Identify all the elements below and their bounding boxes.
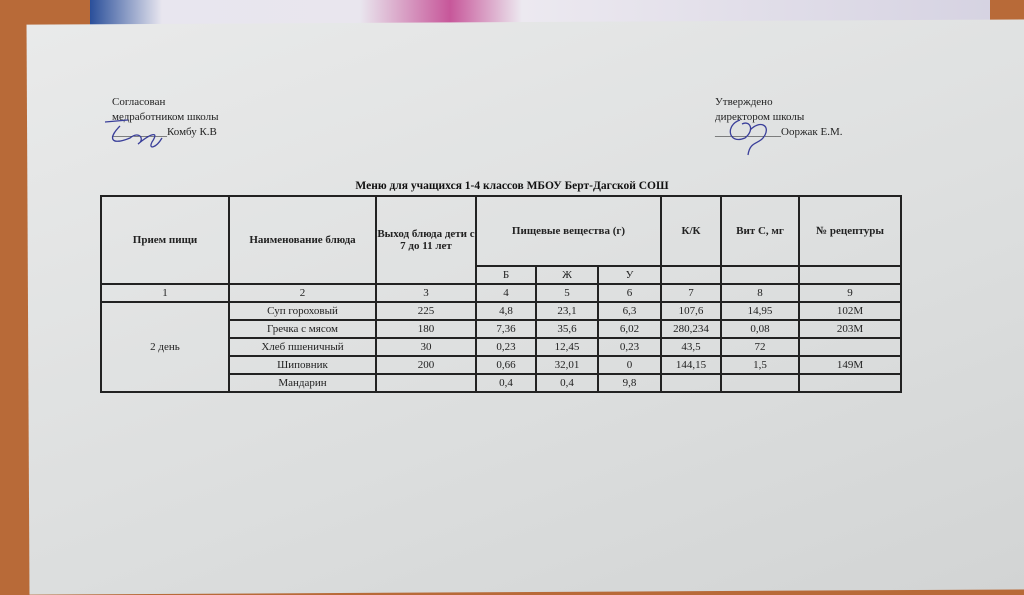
header-meal: Прием пищи <box>100 195 230 285</box>
table-cell: 35,6 <box>535 319 599 339</box>
table-cell: 203М <box>798 319 902 339</box>
table-cell: 6,3 <box>597 301 662 321</box>
col-num: 4 <box>475 283 537 303</box>
approval-left-role: медработником школы <box>112 111 219 123</box>
table-row: Мандарин 0,4 0,4 9,8 <box>101 373 902 393</box>
col-num: 7 <box>660 283 722 303</box>
table-cell: 180 <box>375 319 477 339</box>
empty-cell <box>660 265 722 285</box>
approval-left: Согласован медработником школы _________… <box>112 95 219 140</box>
header-nutrients: Пищевые вещества (г) <box>475 195 662 267</box>
empty-cell <box>798 265 902 285</box>
table-cell: 6,02 <box>597 319 662 339</box>
table-cell: 200 <box>375 355 477 375</box>
table-cell: 4,8 <box>475 301 537 321</box>
menu-table: Прием пищи Наименование блюда Выход блюд… <box>100 195 902 393</box>
table-cell: 0 <box>597 355 662 375</box>
subheader-fat: Ж <box>535 265 599 285</box>
table-cell: 0,23 <box>597 337 662 357</box>
table-cell: 102М <box>798 301 902 321</box>
table-cell: 144,15 <box>660 355 722 375</box>
table-cell: 43,5 <box>660 337 722 357</box>
header-dish: Наименование блюда <box>228 195 377 285</box>
table-cell: 0,23 <box>475 337 537 357</box>
subheader-carbs: У <box>597 265 662 285</box>
table-cell: Мандарин <box>228 373 377 393</box>
table-cell: 14,95 <box>720 301 800 321</box>
header-recipe: № рецептуры <box>798 195 902 267</box>
table-cell: 12,45 <box>535 337 599 357</box>
table-cell: 9,8 <box>597 373 662 393</box>
table-cell <box>660 373 722 393</box>
table-cell <box>798 337 902 357</box>
col-num: 1 <box>100 283 230 303</box>
table-cell: 30 <box>375 337 477 357</box>
table-cell <box>798 373 902 393</box>
col-num: 9 <box>798 283 902 303</box>
approval-right-name: ____________Ооржак Е.М. <box>715 126 843 138</box>
table-row: 2 день Суп гороховый 225 4,8 23,1 6,3 107,6 14,… <box>100 301 902 393</box>
approval-right: Утверждено директором школы ____________… <box>715 95 843 140</box>
table-cell: 72 <box>720 337 800 357</box>
table-cell: 0,4 <box>535 373 599 393</box>
document-title: Меню для учащихся 1-4 классов МБОУ Берт-… <box>355 180 669 192</box>
table-cell <box>720 373 800 393</box>
table-cell: 32,01 <box>535 355 599 375</box>
signature-right <box>729 119 767 156</box>
table-cell: Хлеб пшеничный <box>228 337 377 357</box>
col-num: 3 <box>375 283 477 303</box>
header-kcal: К/К <box>660 195 722 267</box>
col-num: 2 <box>228 283 377 303</box>
meal-day: 2 день <box>100 301 230 393</box>
empty-cell <box>720 265 800 285</box>
table-cell: Гречка с мясом <box>228 319 377 339</box>
col-num: 8 <box>720 283 800 303</box>
table-cell: Шиповник <box>228 355 377 375</box>
table-cell <box>375 373 477 393</box>
table-cell: 0,08 <box>720 319 800 339</box>
table-cell: Суп гороховый <box>228 301 377 321</box>
column-number-row: 1 2 3 4 5 6 7 8 9 <box>100 283 902 303</box>
approval-left-title: Согласован <box>112 96 166 108</box>
table-row: Гречка с мясом 180 7,36 35,6 6,02 280,234 0,08… <box>101 319 902 339</box>
col-num: 6 <box>597 283 662 303</box>
table-cell: 23,1 <box>535 301 599 321</box>
table-row: Шиповник 200 0,66 32,01 0 144,15 1,5 149М <box>101 355 902 375</box>
table-cell: 280,234 <box>660 319 722 339</box>
subheader-protein: Б <box>475 265 537 285</box>
table-cell: 0,4 <box>475 373 537 393</box>
signature-left <box>104 119 163 148</box>
table-cell: 0,66 <box>475 355 537 375</box>
table-cell: 1,5 <box>720 355 800 375</box>
header-portion: Выход блюда дети с 7 до 11 лет <box>375 195 477 285</box>
table-cell: 225 <box>375 301 477 321</box>
table-cell: 149М <box>798 355 902 375</box>
col-num: 5 <box>535 283 599 303</box>
approval-right-title: Утверждено <box>715 96 773 108</box>
approval-right-role: директором школы <box>715 111 805 123</box>
header-vitc: Вит С, мг <box>720 195 800 267</box>
table-cell: 107,6 <box>660 301 722 321</box>
table-row: Хлеб пшеничный 30 0,23 12,45 0,23 43,5 72 <box>101 337 902 357</box>
table-cell: 7,36 <box>475 319 537 339</box>
